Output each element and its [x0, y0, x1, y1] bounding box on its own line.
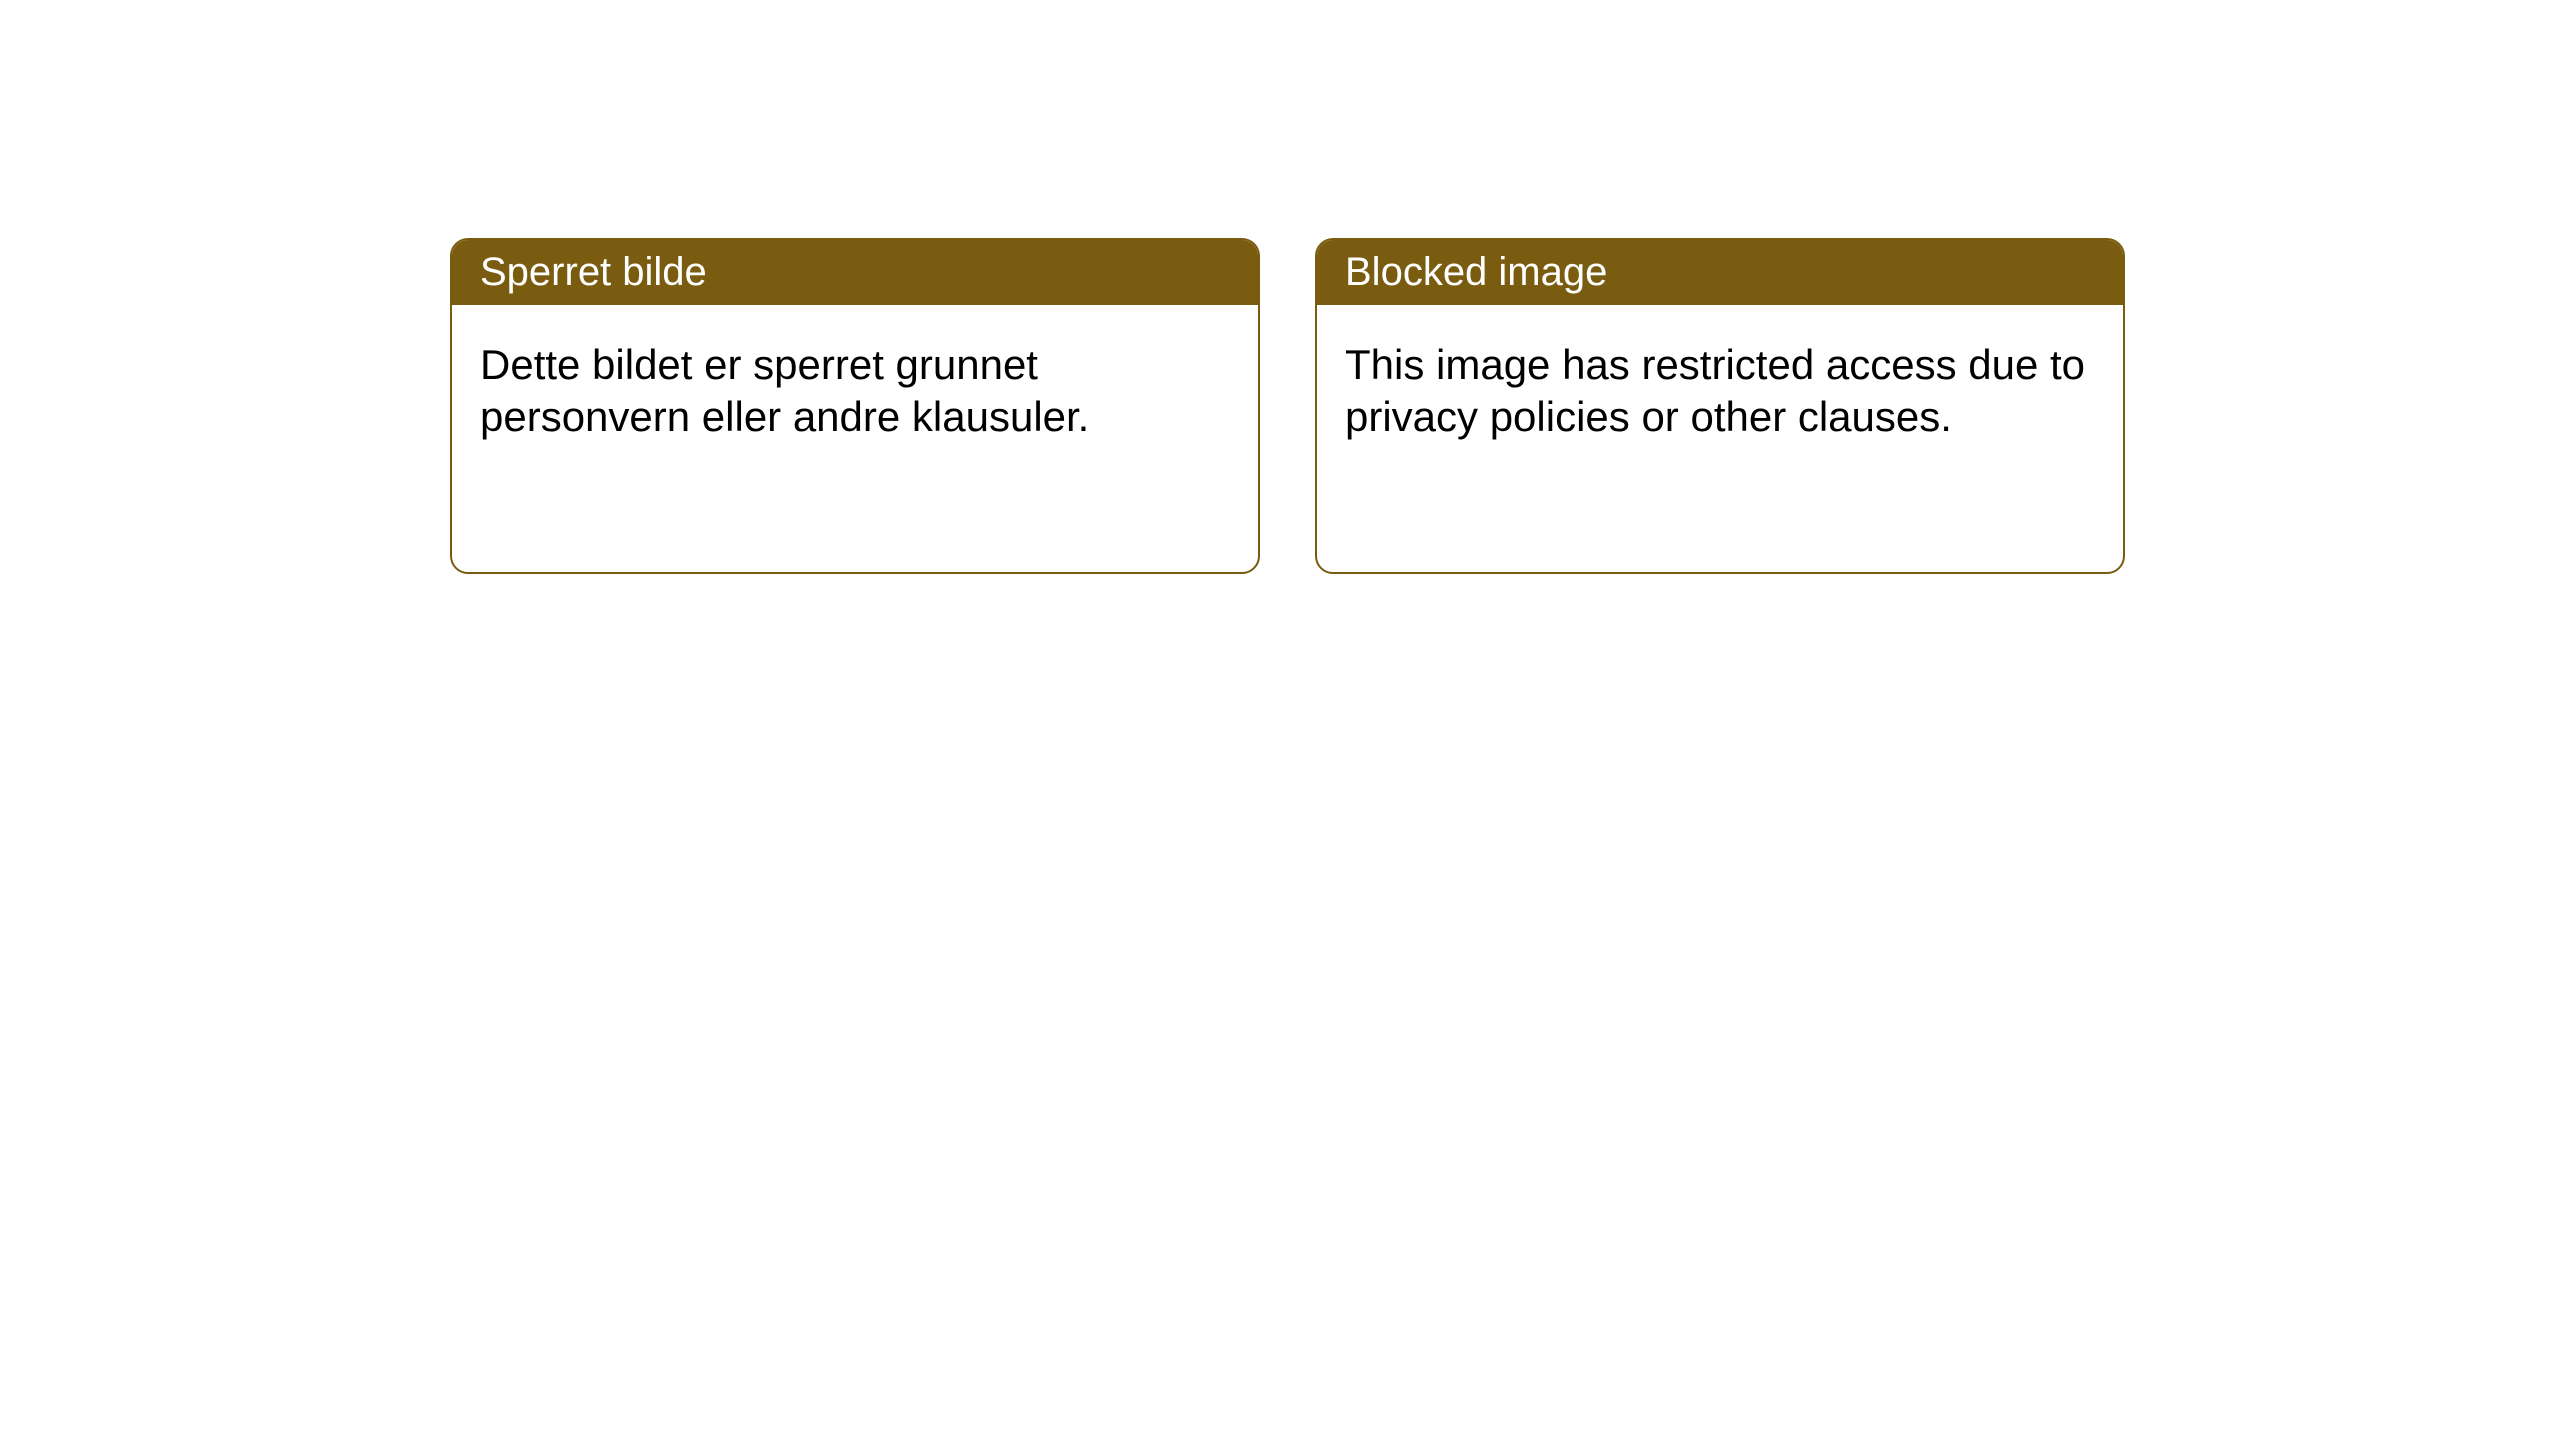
card-body-text: Dette bildet er sperret grunnet personve…	[480, 341, 1089, 440]
info-card-english: Blocked image This image has restricted …	[1315, 238, 2125, 574]
card-header: Sperret bilde	[452, 240, 1258, 305]
card-body: This image has restricted access due to …	[1317, 305, 2123, 477]
cards-container: Sperret bilde Dette bildet er sperret gr…	[450, 238, 2125, 574]
card-header: Blocked image	[1317, 240, 2123, 305]
card-title: Blocked image	[1345, 250, 1607, 294]
card-body-text: This image has restricted access due to …	[1345, 341, 2085, 440]
card-body: Dette bildet er sperret grunnet personve…	[452, 305, 1258, 477]
card-title: Sperret bilde	[480, 250, 707, 294]
info-card-norwegian: Sperret bilde Dette bildet er sperret gr…	[450, 238, 1260, 574]
